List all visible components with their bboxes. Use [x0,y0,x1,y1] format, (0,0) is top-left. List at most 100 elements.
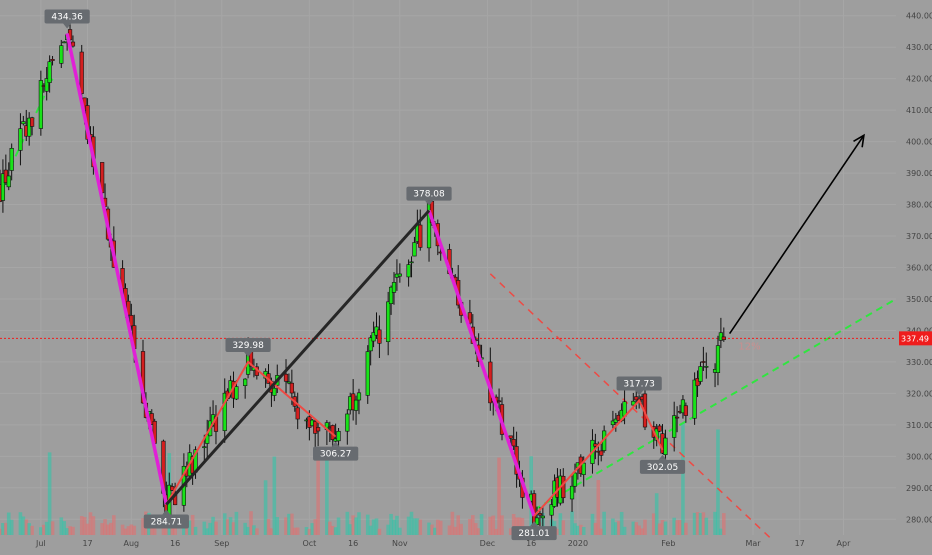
candle-body[interactable] [540,515,545,519]
candle-body[interactable] [129,315,134,327]
candle-body[interactable] [0,173,6,201]
time-tick-label: Aug [124,539,140,548]
candle-body[interactable] [692,379,697,419]
candle-body[interactable] [496,400,502,403]
volume-bar [123,528,128,535]
candle-body[interactable] [44,78,49,92]
forecast-arrow[interactable] [728,134,865,335]
magenta-down-leg[interactable] [65,33,169,505]
candle-body[interactable] [561,475,566,499]
candle-body[interactable] [412,242,417,257]
candle-body[interactable] [508,435,513,439]
candle-body[interactable] [683,405,688,416]
candle-body[interactable] [27,117,32,137]
black-trendline[interactable] [165,209,431,506]
candle-body[interactable] [243,378,248,386]
candle-body[interactable] [234,386,239,400]
candle-body[interactable] [356,392,362,401]
candle-body[interactable] [9,148,14,171]
pivot-label: 306.27 [313,441,359,461]
volume-bar [602,511,606,535]
candle-body[interactable] [47,61,52,83]
pivot-label: 317.73 [616,376,662,396]
candle-body[interactable] [715,345,721,373]
volume-bar [681,422,685,535]
candle-body[interactable] [593,443,598,447]
candle-body[interactable] [283,373,289,382]
time-tick-label: Jul [35,539,46,548]
candle-body[interactable] [62,41,67,44]
candle-body[interactable] [391,282,397,293]
candle-body[interactable] [79,51,84,94]
candle-body[interactable] [657,425,662,432]
time-tick-label: Feb [661,539,675,548]
green-dashed-uptrend[interactable] [533,298,897,511]
volume-bar [395,515,399,535]
candle-body[interactable] [537,513,543,516]
candle-body[interactable] [675,416,680,419]
candle-body[interactable] [695,378,700,387]
candle-body[interactable] [170,486,175,491]
candle-body[interactable] [718,332,723,341]
candle-body[interactable] [345,413,350,432]
volume-bar [611,518,615,535]
candle-body[interactable] [202,446,207,449]
red-zigzag[interactable] [165,360,337,505]
candle-body[interactable] [368,337,373,352]
volume-bar [336,517,341,535]
candle-body[interactable] [581,462,586,475]
candle-body[interactable] [569,485,575,500]
candle-body[interactable] [21,121,26,125]
candle-body[interactable] [663,437,668,456]
candle-body[interactable] [295,407,300,420]
candle-body[interactable] [721,336,726,340]
candle-body[interactable] [50,59,55,61]
candle-body[interactable] [467,312,472,324]
volume-bar [476,528,481,535]
candle-body[interactable] [272,387,277,396]
candle-body[interactable] [353,399,359,411]
candle-body[interactable] [406,264,411,278]
magenta-down-leg[interactable] [427,210,536,517]
volume-bar [211,516,215,535]
candle-body[interactable] [701,361,706,363]
candle-body[interactable] [634,396,639,401]
candle-body[interactable] [286,381,292,384]
candle-body[interactable] [409,261,414,264]
candle-body[interactable] [59,45,64,64]
candle-body[interactable] [418,224,423,248]
candle-body[interactable] [549,504,554,516]
candle-body[interactable] [631,400,636,406]
volume-bar [494,528,498,535]
volume-bar [374,518,379,535]
candle-body[interactable] [38,80,43,129]
candle-body[interactable] [511,439,516,447]
price-tick-label: 410.00 [906,106,932,115]
volume-bar [9,519,14,535]
candle-body[interactable] [388,286,394,304]
candle-body[interactable] [371,332,376,342]
candle-body[interactable] [599,450,604,456]
volume-bar [640,528,644,535]
candle-body[interactable] [316,427,321,432]
red-zigzag[interactable] [533,398,664,517]
candle-body[interactable] [30,117,35,127]
volume-bar [581,527,586,535]
candle-body[interactable] [572,472,578,487]
candle-body[interactable] [6,175,11,188]
candle-body[interactable] [336,430,341,442]
candle-body[interactable] [222,392,227,431]
candle-body[interactable] [18,128,23,151]
volume-bar [619,511,624,535]
candle-body[interactable] [704,366,709,368]
candle-body[interactable] [70,41,76,47]
candle-body[interactable] [377,329,382,344]
candle-body[interactable] [672,415,677,438]
candle-body[interactable] [610,420,615,426]
candle-body[interactable] [365,351,370,396]
candle-body[interactable] [289,382,294,394]
candle-body[interactable] [397,273,402,277]
candle-body[interactable] [698,366,703,382]
candle-body[interactable] [386,301,391,343]
